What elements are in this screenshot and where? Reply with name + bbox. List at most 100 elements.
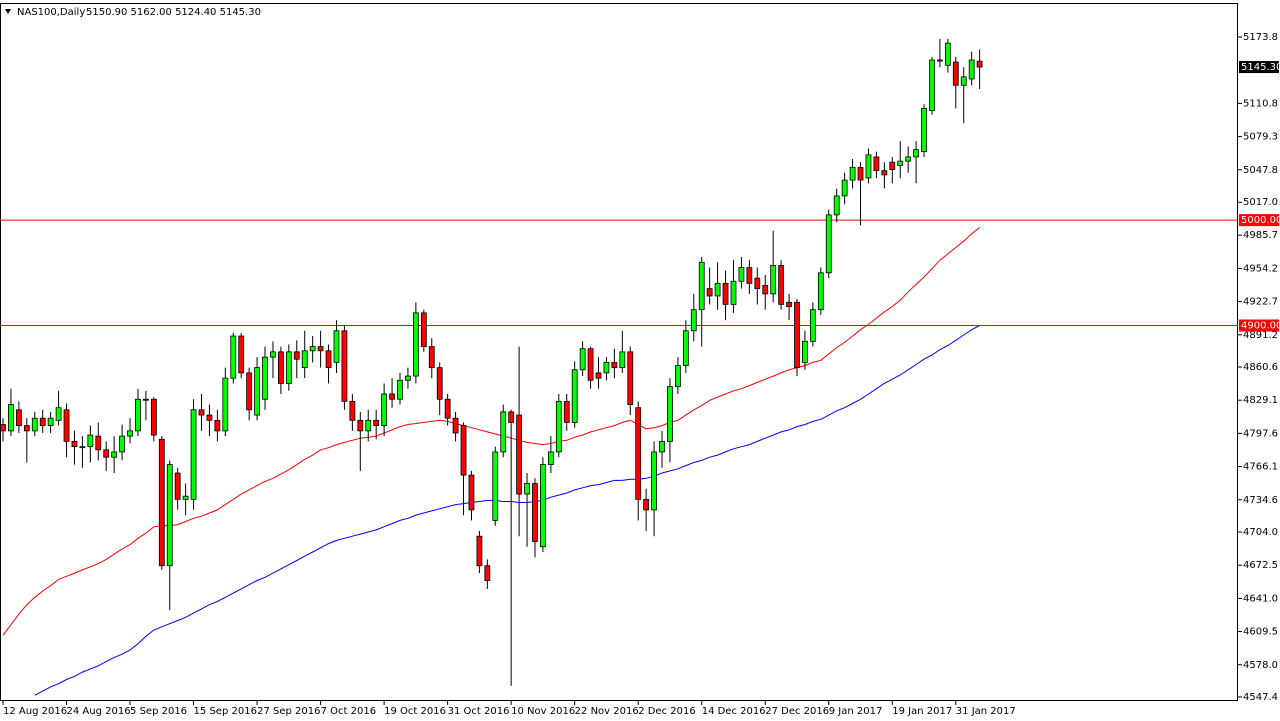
- y-tick-label: 4922.7: [1243, 297, 1278, 308]
- candle-body: [682, 330, 689, 366]
- candle-body: [150, 398, 157, 436]
- candle-body: [960, 76, 967, 86]
- candle-body: [95, 435, 102, 451]
- y-tick-label: 4641.0: [1243, 593, 1278, 604]
- candle-body: [794, 301, 800, 369]
- candle-body: [841, 179, 848, 197]
- candle-body: [182, 495, 189, 500]
- candle-body: [317, 346, 324, 352]
- candle-body: [754, 277, 761, 290]
- ohlc-info: 5150.90 5162.00 5124.40 5145.30: [86, 7, 261, 18]
- candle-body: [63, 409, 70, 442]
- candle-body: [277, 351, 284, 384]
- level-label-box: [1239, 214, 1279, 227]
- candle-body: [15, 409, 22, 426]
- candle-body: [500, 411, 507, 453]
- candle-body: [71, 440, 78, 448]
- last-price-box: [1239, 61, 1279, 74]
- candle-body: [532, 483, 538, 542]
- candle-body: [865, 154, 872, 179]
- candle-body: [341, 330, 348, 402]
- candle-body: [881, 170, 888, 176]
- x-tick-label: 31 Oct 2016: [448, 706, 510, 717]
- y-tick-label: 4985.7: [1243, 230, 1278, 241]
- plot-frame: [0, 3, 1238, 701]
- candle-body: [39, 417, 46, 426]
- candle-body: [222, 377, 229, 432]
- x-tick-label: 31 Jan 2017: [956, 706, 1016, 717]
- x-tick-label: 27 Sep 2016: [257, 706, 320, 717]
- y-tick-label: 4734.6: [1243, 495, 1278, 506]
- candle-body: [944, 42, 951, 66]
- candle-body: [119, 435, 125, 453]
- y-tick-label: 5173.8: [1243, 32, 1278, 43]
- x-tick-label: 7 Oct 2016: [321, 706, 376, 717]
- candle-body: [809, 309, 816, 342]
- candle-body: [373, 419, 380, 426]
- candle-body: [412, 312, 419, 377]
- candle-body: [135, 398, 141, 432]
- candle-body: [778, 265, 785, 305]
- candle-body: [706, 288, 713, 297]
- x-tick-label: 24 Aug 2016: [67, 706, 131, 717]
- candle-body: [492, 451, 499, 521]
- candle-body: [786, 301, 792, 307]
- candle-body: [484, 565, 491, 581]
- candle-body: [190, 409, 197, 500]
- candle-body: [381, 393, 388, 426]
- candle-body: [770, 265, 777, 295]
- candle-body: [913, 149, 919, 158]
- candle-body: [849, 167, 856, 181]
- candle-body: [166, 464, 173, 567]
- chart-title: NAS100,Daily: [17, 7, 85, 18]
- y-tick-label: 5110.8: [1243, 98, 1278, 109]
- candle-body: [428, 346, 435, 369]
- candle-body: [571, 369, 578, 423]
- candle-body: [714, 282, 721, 297]
- candle-body: [270, 351, 276, 358]
- candle-body: [762, 285, 769, 295]
- level-label: 4900.00: [1241, 321, 1280, 332]
- y-tick-label: 4672.5: [1243, 560, 1278, 571]
- candle-body: [746, 267, 753, 284]
- candle-body: [595, 372, 602, 379]
- candle-body: [802, 340, 808, 363]
- candle-body: [524, 483, 530, 495]
- y-tick-label: 4578.0: [1243, 660, 1278, 671]
- candle-body: [547, 451, 554, 465]
- candle-body: [476, 535, 483, 567]
- candle-body: [444, 398, 451, 419]
- candle-body: [516, 414, 522, 495]
- candle-body: [659, 440, 665, 453]
- candle-body: [690, 309, 697, 332]
- candle-body: [436, 367, 443, 400]
- x-tick-label: 2 Dec 2016: [638, 706, 696, 717]
- level-label: 5000.00: [1241, 215, 1280, 226]
- candle-body: [405, 375, 411, 381]
- candle-body: [23, 425, 30, 432]
- last-price-label: 5145.30: [1241, 62, 1280, 73]
- candle-body: [825, 214, 832, 274]
- candle-body: [889, 161, 896, 170]
- candle-body: [230, 335, 237, 379]
- candle-body: [643, 498, 650, 511]
- y-tick-label: 4797.6: [1243, 428, 1278, 439]
- candle-body: [198, 409, 205, 416]
- candle-body: [214, 419, 221, 432]
- menu-arrow[interactable]: [5, 9, 11, 14]
- candle-body: [508, 411, 515, 423]
- y-tick-label: 4704.0: [1243, 527, 1278, 538]
- candle-body: [921, 108, 927, 153]
- candle-body: [31, 417, 38, 432]
- candle-body: [468, 474, 475, 511]
- candle-body: [833, 195, 840, 216]
- candle-body: [285, 351, 292, 384]
- candle-body: [365, 419, 372, 432]
- candle-body: [540, 464, 546, 548]
- candle-body: [238, 335, 245, 374]
- candle-body: [158, 438, 165, 567]
- candle-body: [262, 356, 268, 400]
- candle-body: [627, 351, 634, 405]
- candle-body: [8, 404, 14, 432]
